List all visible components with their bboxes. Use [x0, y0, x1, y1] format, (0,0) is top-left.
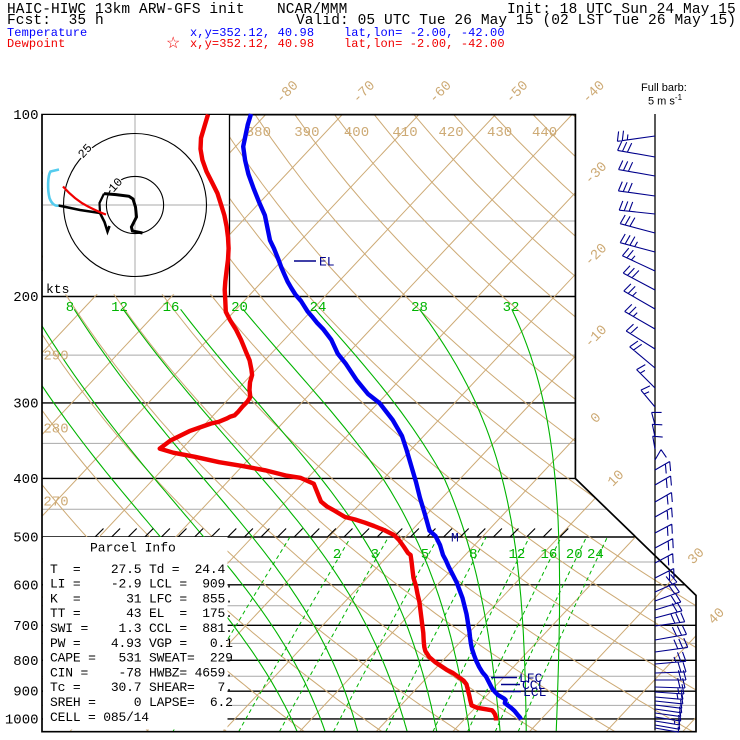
svg-text:Tc = 30.7 SHEAR= 7.: Tc = 30.7 SHEAR= 7.	[50, 680, 233, 695]
svg-text:500: 500	[13, 531, 38, 547]
svg-text:3: 3	[371, 547, 379, 563]
svg-text:SREH = 0 LAPSE= 6.2: SREH = 0 LAPSE= 6.2	[50, 695, 233, 710]
svg-text:K = 31 LFC = 855.: K = 31 LFC = 855.	[50, 591, 233, 606]
svg-text:380: 380	[246, 125, 271, 141]
svg-text:270: 270	[43, 495, 68, 511]
svg-text:800: 800	[13, 654, 38, 670]
svg-text:20: 20	[566, 547, 583, 563]
svg-text:LFC: LFC	[519, 671, 543, 686]
svg-text:T = 27.5 Td = 24.4: T = 27.5 Td = 24.4	[50, 562, 225, 577]
svg-text:700: 700	[13, 619, 38, 635]
svg-text:440: 440	[532, 125, 557, 141]
svg-text:CCL: CCL	[522, 678, 545, 693]
svg-text:280: 280	[43, 421, 68, 437]
svg-text:8: 8	[66, 300, 74, 316]
svg-text:2: 2	[333, 547, 341, 563]
svg-text:CELL = 085/14: CELL = 085/14	[50, 710, 149, 725]
svg-text:LCL: LCL	[523, 685, 546, 700]
svg-text:5: 5	[421, 547, 429, 563]
svg-text:16: 16	[163, 300, 180, 316]
svg-text:12: 12	[111, 300, 128, 316]
svg-text:EL: EL	[319, 255, 335, 270]
svg-text:32: 32	[503, 300, 520, 316]
svg-text:430: 430	[487, 125, 512, 141]
svg-text:kts: kts	[46, 282, 69, 297]
svg-text:PW = 4.93 VGP = 0.1: PW = 4.93 VGP = 0.1	[50, 636, 233, 651]
svg-text:20: 20	[231, 300, 248, 316]
svg-text:Parcel Info: Parcel Info	[90, 541, 176, 556]
svg-text:TT = 43 EL = 175.: TT = 43 EL = 175.	[50, 606, 233, 621]
svg-text:390: 390	[294, 125, 319, 141]
svg-text:M: M	[451, 531, 459, 546]
svg-text:LI = -2.9 LCL = 909.: LI = -2.9 LCL = 909.	[50, 577, 233, 592]
svg-text:1000: 1000	[5, 712, 39, 728]
svg-text:SWI = 1.3 CCL = 881.: SWI = 1.3 CCL = 881.	[50, 621, 233, 636]
svg-text:400: 400	[13, 472, 38, 488]
svg-text:8: 8	[469, 547, 477, 563]
svg-text:200: 200	[13, 290, 38, 306]
svg-text:100: 100	[13, 108, 38, 124]
svg-text:290: 290	[43, 349, 68, 365]
svg-text:24: 24	[310, 300, 327, 316]
svg-text:CIN = -78 HWBZ= 4659.: CIN = -78 HWBZ= 4659.	[50, 665, 233, 680]
svg-text:420: 420	[438, 125, 463, 141]
svg-text:600: 600	[13, 578, 38, 594]
svg-text:16: 16	[540, 547, 557, 563]
svg-text:28: 28	[411, 300, 428, 316]
svg-text:24: 24	[587, 547, 604, 563]
svg-text:300: 300	[13, 396, 38, 412]
svg-text:12: 12	[508, 547, 525, 563]
svg-text:CAPE = 531 SWEAT= 229: CAPE = 531 SWEAT= 229	[50, 651, 233, 666]
svg-text:400: 400	[344, 125, 369, 141]
svg-text:410: 410	[392, 125, 417, 141]
svg-text:900: 900	[13, 685, 38, 701]
